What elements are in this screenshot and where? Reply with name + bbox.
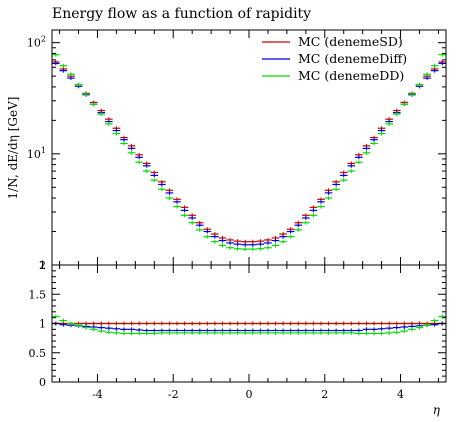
legend-entry-label: MC (denemeSD) [298, 34, 403, 49]
legend-entry-label: MC (denemeDD) [298, 68, 404, 83]
y-tick-exponent: 1 [41, 146, 46, 155]
y-tick-label: 102 [27, 35, 46, 50]
ratio-y-tick-label: 1 [39, 318, 46, 331]
legend: MC (denemeSD) MC (denemeDiff) MC (denemeDD… [262, 34, 407, 83]
ratio-y-tick-label: 0 [39, 376, 46, 389]
x-tick-label: -4 [92, 388, 103, 401]
ratio-plot-axes: 0 0.5 1 1.5 2 -4 -2 0 2 4 [29, 259, 446, 401]
series-3-marks [52, 52, 446, 252]
ratio-y-tick-label: 1.5 [29, 288, 47, 301]
ratio-plot-frame [51, 264, 447, 383]
y-axis-label: 1/N, dE/dη [GeV] [6, 97, 20, 200]
ratio-plot-marks [52, 314, 446, 336]
x-tick-label: 0 [246, 388, 253, 401]
series-1-marks [52, 60, 446, 244]
y-tick-exponent: 2 [41, 35, 46, 44]
ratio-series-3-marks [52, 314, 446, 336]
x-tick-label: -2 [168, 388, 179, 401]
y-tick-label: 101 [27, 146, 46, 161]
main-plot-marks [52, 52, 446, 252]
ratio-plot-panel: 0 0.5 1 1.5 2 -4 -2 0 2 4 [29, 259, 447, 401]
x-tick-label: 4 [397, 388, 404, 401]
legend-entry-label: MC (denemeDiff) [298, 51, 407, 66]
series-2-marks [52, 61, 446, 247]
x-axis-label: η [433, 403, 441, 417]
ratio-y-tick-label: 2 [39, 259, 46, 272]
x-tick-label: 2 [321, 388, 328, 401]
ratio-y-tick-label: 0.5 [29, 347, 47, 360]
chart-title: Energy flow as a function of rapidity [52, 6, 311, 22]
ratio-series-1-marks [52, 321, 446, 326]
y-tick-label: 1 [39, 259, 46, 272]
